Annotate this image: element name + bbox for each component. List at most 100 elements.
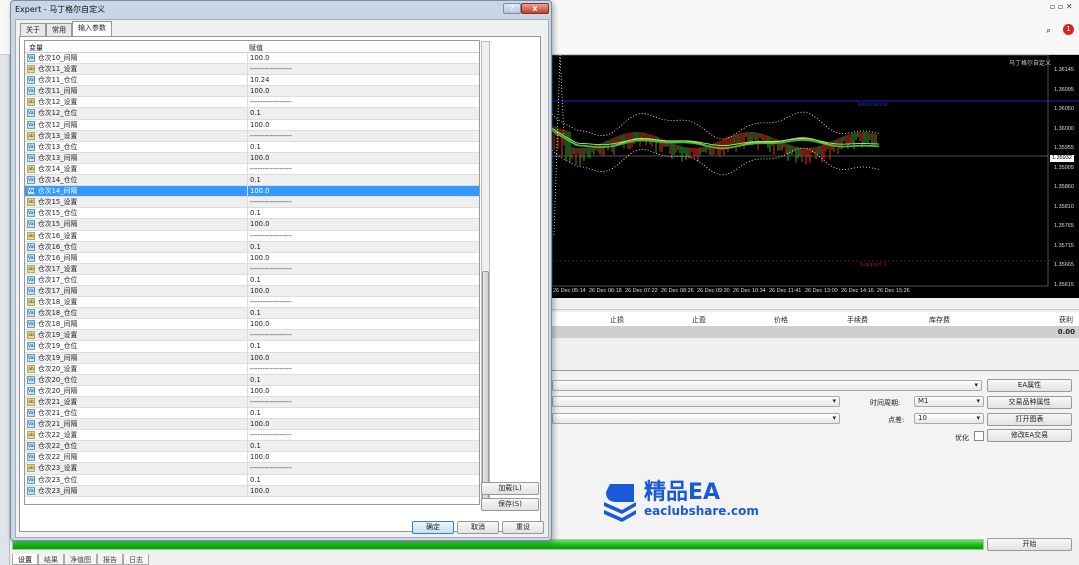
table-row[interactable]: Val 仓次16_间隔 100.0 — [25, 252, 479, 264]
table-row[interactable]: ab 仓次14_设置 ----------------- — [25, 163, 479, 176]
model-select[interactable] — [552, 413, 840, 424]
table-row[interactable]: Val 仓次19_仓位 0.1 — [25, 341, 479, 353]
param-value[interactable]: 0.1 — [247, 208, 261, 220]
table-row[interactable]: Val 仓次20_仓位 0.1 — [25, 374, 479, 386]
ok-button[interactable]: 确定 — [412, 521, 454, 534]
table-row[interactable]: ab 仓次17_设置 ----------------- — [25, 263, 479, 275]
tab-about[interactable]: 关于 — [20, 23, 46, 36]
param-value[interactable]: 0.1 — [247, 374, 261, 386]
ea-properties-button[interactable]: EA属性 — [987, 379, 1072, 392]
param-value[interactable]: 100.0 — [247, 485, 269, 497]
table-row[interactable]: ab 仓次15_设置 ----------------- — [25, 197, 479, 209]
param-value[interactable]: 0.1 — [247, 474, 261, 486]
table-row[interactable]: Val 仓次22_仓位 0.1 — [25, 441, 479, 453]
param-value[interactable]: 0.1 — [247, 141, 261, 153]
tab-journal[interactable]: 日志 — [123, 554, 149, 565]
price-chart[interactable]: 马丁格尔自定义 Resistance Support 1 1.36145 1.36… — [552, 55, 1079, 298]
param-value[interactable]: 0.1 — [247, 408, 261, 419]
param-value[interactable]: 10.24 — [247, 75, 269, 87]
symbol-select[interactable] — [552, 396, 840, 407]
period-select[interactable]: M1 — [914, 396, 984, 407]
table-row[interactable]: Val 仓次23_间隔 100.0 — [25, 485, 479, 497]
table-row[interactable]: ab 仓次13_设置 ----------------- — [25, 130, 479, 142]
tab-inputs[interactable]: 输入参数 — [72, 21, 112, 36]
table-row[interactable]: ab 仓次16_设置 ----------------- — [25, 230, 479, 242]
param-value[interactable]: 0.1 — [247, 341, 261, 353]
table-row[interactable]: Val 仓次10_间隔 100.0 — [25, 53, 479, 65]
optimize-checkbox[interactable] — [974, 431, 984, 441]
param-value[interactable]: 100.0 — [247, 419, 269, 431]
param-value[interactable]: 100.0 — [247, 385, 269, 397]
reset-button[interactable]: 重设 — [502, 521, 544, 534]
search-icon[interactable]: ⌕ — [1046, 26, 1052, 36]
param-value[interactable]: ----------------- — [247, 230, 292, 242]
table-row[interactable]: Val 仓次17_间隔 100.0 — [25, 285, 479, 298]
table-row[interactable]: Val 仓次18_间隔 100.0 — [25, 319, 479, 331]
param-value[interactable]: 100.0 — [247, 452, 269, 464]
param-value[interactable]: 100.0 — [247, 219, 269, 231]
table-row[interactable]: Val 仓次13_仓位 0.1 — [25, 141, 479, 153]
table-row[interactable]: ab 仓次19_设置 ----------------- — [25, 330, 479, 342]
open-chart-button[interactable]: 打开图表 — [987, 413, 1072, 426]
param-value[interactable]: 100.0 — [247, 119, 269, 131]
table-row[interactable]: Val 仓次12_间隔 100.0 — [25, 119, 479, 131]
param-value[interactable]: 100.0 — [247, 252, 269, 264]
table-row[interactable]: ab 仓次12_设置 ----------------- — [25, 97, 479, 109]
table-row[interactable]: Val 仓次21_仓位 0.1 — [25, 408, 479, 420]
param-value[interactable]: 0.1 — [247, 241, 261, 253]
table-row[interactable]: Val 仓次11_仓位 10.24 — [25, 75, 479, 87]
window-controls[interactable]: ▫ ▫ ✕ — [1050, 2, 1073, 11]
param-value[interactable]: 100.0 — [247, 86, 269, 98]
table-row[interactable]: Val 仓次17_仓位 0.1 — [25, 274, 479, 286]
param-value[interactable]: ----------------- — [247, 163, 292, 175]
table-row[interactable]: Val 仓次20_间隔 100.0 — [25, 385, 479, 397]
load-button[interactable]: 加载(L) — [481, 482, 539, 495]
scrollbar-thumb[interactable] — [482, 271, 489, 504]
table-row[interactable]: Val 仓次11_间隔 100.0 — [25, 86, 479, 98]
param-value[interactable]: 0.1 — [247, 175, 261, 187]
symbol-properties-button[interactable]: 交易品种属性 — [987, 396, 1072, 409]
param-value[interactable]: ----------------- — [247, 97, 292, 109]
param-value[interactable]: 100.0 — [247, 352, 269, 364]
param-value[interactable]: ----------------- — [247, 297, 292, 309]
param-value[interactable]: 100.0 — [247, 186, 269, 198]
param-value[interactable]: ----------------- — [247, 197, 292, 209]
tab-equity[interactable]: 净值图 — [64, 554, 97, 565]
param-value[interactable]: ----------------- — [247, 396, 292, 408]
param-value[interactable]: 100.0 — [247, 319, 269, 331]
table-row[interactable]: ab 仓次18_设置 ----------------- — [25, 297, 479, 309]
table-row[interactable]: Val 仓次19_间隔 100.0 — [25, 352, 479, 364]
tab-report[interactable]: 报告 — [97, 554, 123, 565]
table-row[interactable]: Val 仓次15_仓位 0.1 — [25, 208, 479, 220]
notification-icon[interactable]: 1 — [1063, 24, 1074, 35]
table-row[interactable]: Val 仓次14_仓位 0.1 — [25, 175, 479, 187]
cancel-button[interactable]: 取消 — [457, 521, 499, 534]
table-row[interactable]: Val 仓次14_间隔 100.0 — [25, 186, 479, 198]
spread-select[interactable]: 10 — [914, 413, 984, 424]
table-row[interactable]: ab 仓次22_设置 ----------------- — [25, 430, 479, 442]
table-row[interactable]: Val 仓次23_仓位 0.1 — [25, 474, 479, 486]
table-row[interactable]: Val 仓次12_仓位 0.1 — [25, 108, 479, 120]
table-row[interactable]: ab 仓次21_设置 ----------------- — [25, 396, 479, 408]
param-value[interactable]: ----------------- — [247, 64, 292, 76]
param-value[interactable]: 0.1 — [247, 108, 261, 120]
tab-results[interactable]: 结果 — [38, 554, 64, 565]
close-button[interactable]: x — [521, 3, 549, 14]
param-value[interactable]: ----------------- — [247, 463, 292, 475]
modify-ea-button[interactable]: 修改EA交易 — [987, 429, 1072, 442]
param-value[interactable]: ----------------- — [247, 430, 292, 442]
param-value[interactable]: 100.0 — [247, 53, 269, 64]
start-button[interactable]: 开始 — [987, 538, 1072, 551]
param-value[interactable]: ----------------- — [247, 263, 292, 275]
table-row[interactable]: ab 仓次23_设置 ----------------- — [25, 463, 479, 475]
table-row[interactable]: Val 仓次22_间隔 100.0 — [25, 452, 479, 464]
param-value[interactable]: 0.1 — [247, 308, 261, 320]
table-row[interactable]: Val 仓次21_间隔 100.0 — [25, 419, 479, 431]
tab-settings[interactable]: 设置 — [12, 554, 38, 565]
table-row[interactable]: Val 仓次15_间隔 100.0 — [25, 219, 479, 231]
param-value[interactable]: ----------------- — [247, 363, 292, 375]
expert-select[interactable] — [552, 380, 982, 391]
param-value[interactable]: 100.0 — [247, 152, 269, 164]
table-row[interactable]: Val 仓次13_间隔 100.0 — [25, 152, 479, 164]
table-row[interactable]: ab 仓次11_设置 ----------------- — [25, 64, 479, 76]
